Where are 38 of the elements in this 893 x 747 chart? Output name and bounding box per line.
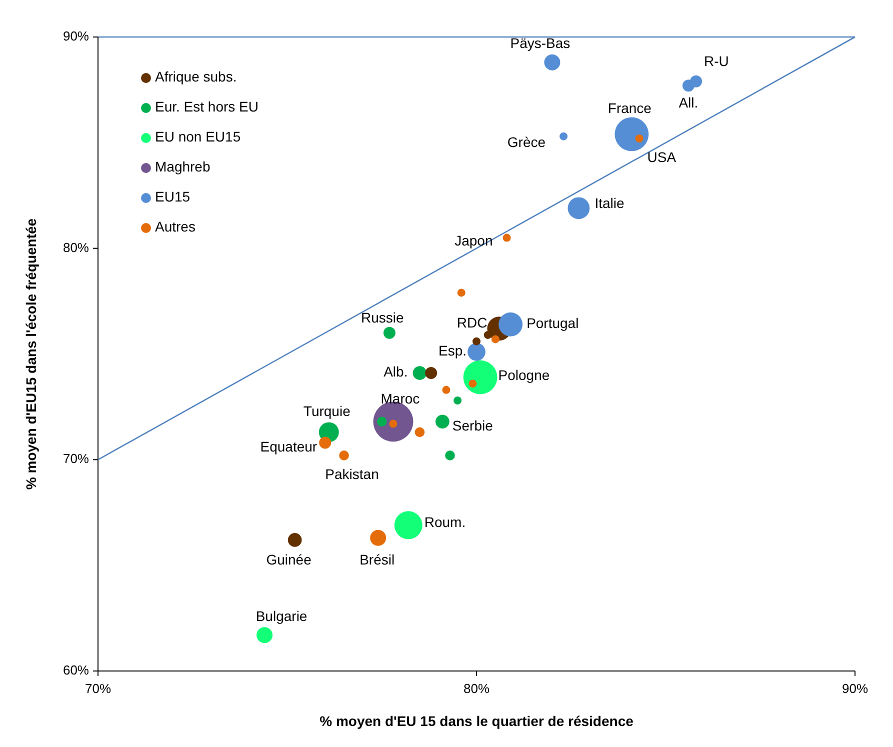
annotation: Päys-Bas	[510, 35, 570, 52]
legend-label: EU15	[155, 188, 190, 205]
annotation: Pakistan	[325, 466, 379, 482]
annotation: France	[608, 100, 652, 116]
x-tick-label: 80%	[463, 681, 490, 696]
legend-label: Maghreb	[155, 158, 210, 175]
x-tick-label: 90%	[842, 681, 868, 696]
annotation: Turquie	[303, 402, 351, 419]
annotation: RDC	[456, 314, 488, 330]
legend-label: Afrique subs.	[155, 68, 237, 85]
annotation: Equateur	[260, 438, 318, 454]
annotation: Serbie	[452, 417, 494, 434]
annotation: Maroc	[380, 390, 420, 406]
annotation: Bulgarie	[256, 608, 308, 624]
annotation: Roum.	[424, 514, 466, 530]
legend-label: Autres	[155, 218, 196, 235]
annotation: Pologne	[498, 366, 550, 383]
annotation: Alb.	[384, 364, 408, 380]
annotation: Japon	[454, 232, 493, 248]
annotation: USA	[647, 149, 677, 166]
annotation: Russie	[361, 310, 404, 326]
x-tick-label: 70%	[84, 681, 112, 696]
annotation: Italie	[594, 194, 624, 211]
legend-label: EU non EU15	[155, 128, 241, 145]
y-tick-label: 60%	[62, 662, 90, 678]
annotation: Esp.	[438, 342, 466, 359]
annotation: Brésil	[360, 552, 395, 568]
y-tick-label: 80%	[62, 240, 90, 255]
annotation: All.	[678, 94, 698, 110]
y-tick-label: 90%	[62, 28, 90, 44]
y-axis-title: % moyen d'EU15 dans l'école fréquentée	[23, 218, 39, 490]
legend-label: Eur. Est hors EU	[155, 98, 258, 115]
annotation: Guinée	[266, 552, 312, 568]
y-tick-label: 70%	[62, 451, 90, 466]
annotation: Grèce	[507, 134, 546, 150]
x-axis-title: % moyen d'EU 15 dans le quartier de résidence	[320, 713, 634, 729]
annotation: R-U	[704, 53, 729, 70]
annotation: Portugal	[526, 315, 579, 332]
